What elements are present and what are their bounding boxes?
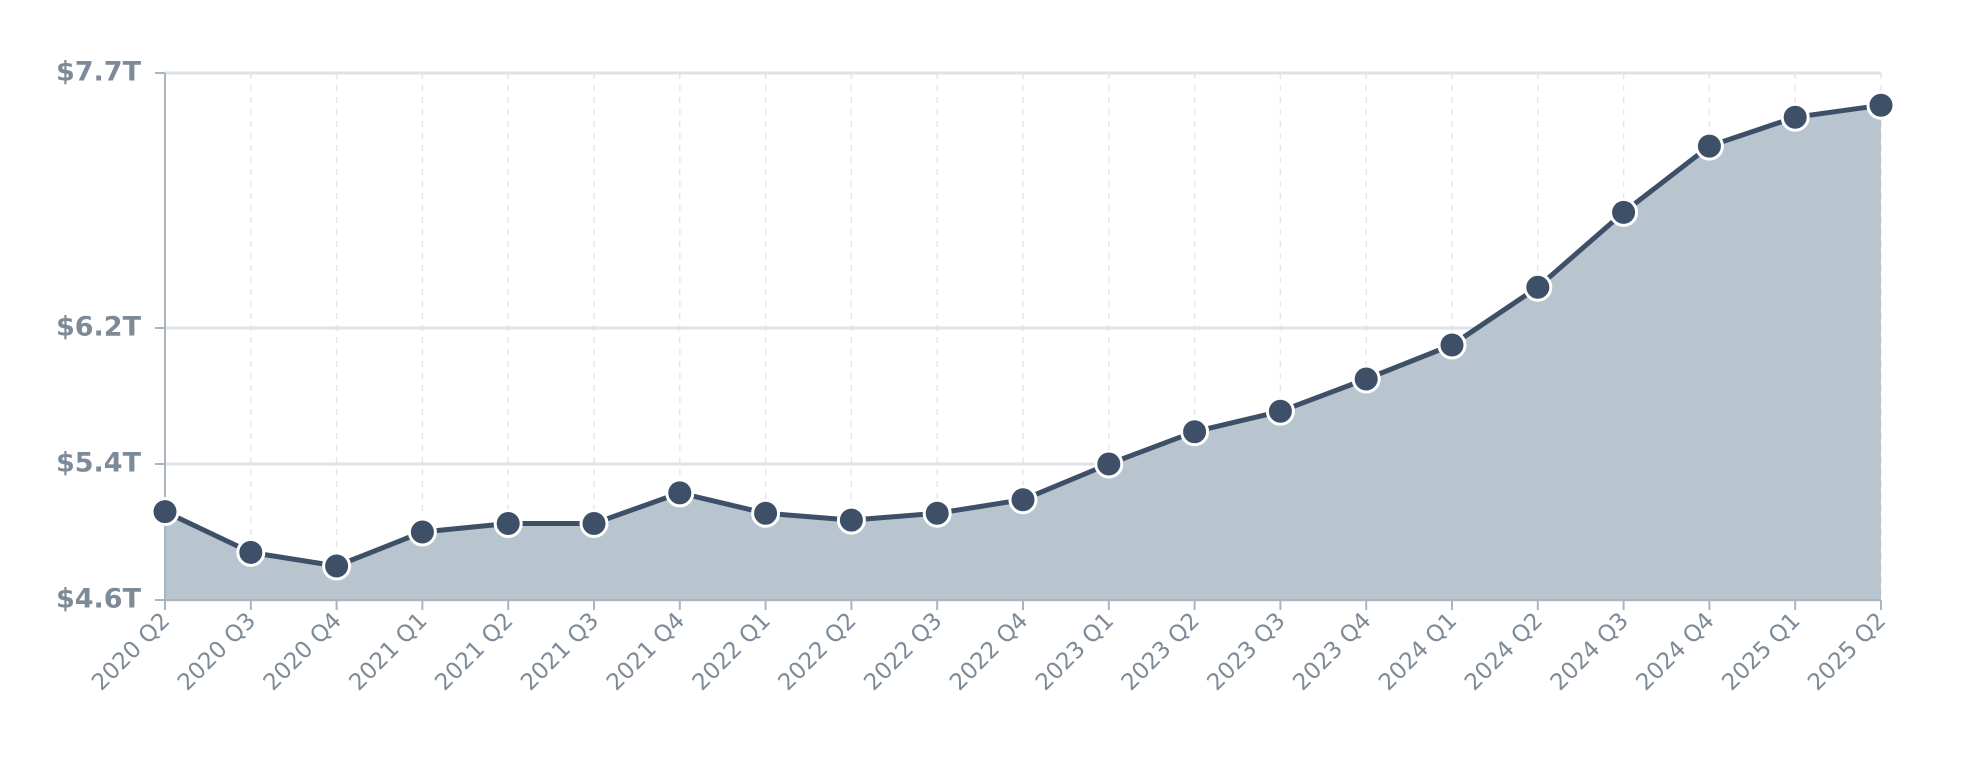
point <box>236 537 266 567</box>
point <box>1351 364 1381 394</box>
x-tick-label: 2024 Q3 <box>1546 608 1634 696</box>
point <box>1180 417 1210 447</box>
x-tick-label: 2024 Q2 <box>1460 608 1548 696</box>
point <box>150 497 180 527</box>
x-tick-label: 2023 Q2 <box>1117 608 1205 696</box>
x-tick-label: 2020 Q4 <box>259 608 347 696</box>
x-tick-label: 2022 Q3 <box>859 608 947 696</box>
x-tick-label: 2025 Q2 <box>1803 608 1891 696</box>
point <box>1523 272 1553 302</box>
x-tick-label: 2021 Q4 <box>602 608 690 696</box>
point <box>751 498 781 528</box>
point <box>1008 485 1038 515</box>
y-tick-label: $6.2T <box>56 312 142 343</box>
point <box>579 509 609 538</box>
point <box>1265 396 1295 426</box>
y-tick-label: $4.6T <box>56 584 142 615</box>
x-tick-label: 2023 Q3 <box>1203 608 1291 696</box>
x-tick-label: 2021 Q2 <box>430 608 518 696</box>
point <box>836 505 866 535</box>
y-tick-label: $7.7T <box>56 57 142 88</box>
x-tick-label: 2023 Q4 <box>1288 608 1376 696</box>
point <box>922 498 952 528</box>
x-tick-label: 2022 Q2 <box>774 608 862 696</box>
y-tick-label: $5.4T <box>56 448 142 479</box>
x-tick-label: 2021 Q3 <box>516 608 604 696</box>
x-tick-label: 2023 Q1 <box>1031 608 1119 696</box>
x-tick-label: 2022 Q1 <box>688 608 776 696</box>
point <box>322 551 352 581</box>
x-tick-label: 2020 Q3 <box>173 608 261 696</box>
x-tick-label: 2022 Q4 <box>945 608 1033 696</box>
area <box>165 105 1881 601</box>
x-tick-label: 2021 Q1 <box>345 608 433 696</box>
point <box>1780 102 1810 132</box>
point <box>1094 449 1124 479</box>
point <box>1437 330 1467 360</box>
x-tick-label: 2020 Q2 <box>87 608 175 696</box>
point <box>407 517 437 547</box>
point <box>665 478 695 508</box>
x-tick-label: 2025 Q1 <box>1717 608 1805 696</box>
x-tick-label: 2024 Q4 <box>1632 608 1720 696</box>
point <box>1866 90 1896 120</box>
point <box>1609 197 1639 227</box>
point <box>1694 131 1724 161</box>
x-tick-label: 2024 Q1 <box>1374 608 1462 696</box>
point <box>493 509 523 538</box>
